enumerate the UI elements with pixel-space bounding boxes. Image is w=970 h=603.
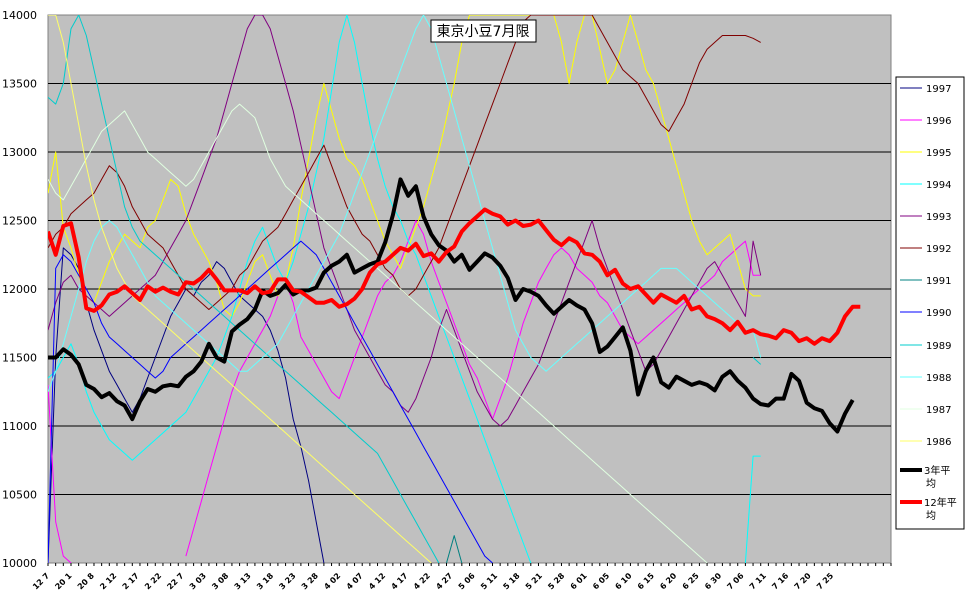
x-tick-label: 6 05 <box>591 571 611 591</box>
x-tick-label: 4 07 <box>345 571 365 591</box>
y-tick-label: 10500 <box>2 489 37 502</box>
x-tick-label: 5 06 <box>457 571 477 591</box>
legend-label: 1997 <box>926 84 951 95</box>
series-line-1988 <box>48 15 762 392</box>
legend-label: 1987 <box>926 405 951 416</box>
y-tick-label: 11500 <box>2 352 37 365</box>
y-tick-label: 13500 <box>2 78 37 91</box>
legend-label: 1988 <box>926 373 951 384</box>
x-tick-label: 4 17 <box>389 571 409 591</box>
legend-label: 12年平均 <box>924 496 957 522</box>
series-line-1994 <box>48 15 761 563</box>
x-tick-label: 2 22 <box>143 571 163 591</box>
x-tick-label: 6 01 <box>569 571 589 591</box>
x-tick-label: 6 25 <box>681 571 701 591</box>
x-tick-label: 5 21 <box>524 571 544 591</box>
x-tick-label: 7 20 <box>793 571 813 591</box>
legend-label: 1993 <box>926 212 951 223</box>
legend-label: 1990 <box>926 308 951 319</box>
legend-label: 1995 <box>926 148 951 159</box>
title-box <box>430 19 537 43</box>
x-tick-label: 7 06 <box>725 571 745 591</box>
chart-title-box: 東京小豆7月限 <box>430 19 537 43</box>
legend-label: 1986 <box>926 437 951 448</box>
series-line-12年平均 <box>48 207 861 346</box>
x-tick-label: 3 18 <box>255 571 275 591</box>
x-tick-label: 6 15 <box>636 571 656 591</box>
legend-label: 1989 <box>926 341 951 352</box>
legend-label: 1991 <box>926 276 951 287</box>
chart-title: 東京小豆7月限 <box>437 24 530 40</box>
x-tick-label: 3 28 <box>300 571 320 591</box>
x-tick-label: 22 7 <box>165 571 185 591</box>
x-tick-label: 3 03 <box>188 571 208 591</box>
legend-label: 1996 <box>926 116 951 127</box>
x-tick-label: 6 10 <box>613 571 633 591</box>
x-tick-label: 5 28 <box>546 571 566 591</box>
y-tick-label: 12000 <box>2 283 37 296</box>
x-tick-label: 4 02 <box>322 571 342 591</box>
legend-label: 3年平均 <box>924 464 950 490</box>
x-tick-label: 5 18 <box>501 571 521 591</box>
series-line-1986 <box>48 15 432 563</box>
legend-box <box>895 76 965 530</box>
series-line-1987 <box>48 103 708 563</box>
series-lines <box>48 15 861 563</box>
x-tick-label: 3 23 <box>277 571 297 591</box>
x-tick-label: 7 11 <box>748 571 768 591</box>
series-line-1991 <box>446 535 463 563</box>
x-tick-label: 3 08 <box>210 571 230 591</box>
y-axis: 10000 10500 11000 11500 12000 12500 13000 13500… <box>2 9 37 570</box>
y-tick-label: 12500 <box>2 215 37 228</box>
x-tick-label: 2 17 <box>121 571 141 591</box>
legend: 1997 1996 1995 1994 1993 1992 1991 1990 1989 1988… <box>895 76 965 530</box>
x-tick-label: 4 12 <box>367 571 387 591</box>
x-tick-label: 3 13 <box>233 571 253 591</box>
x-tick-label: 12 7 <box>31 571 51 591</box>
y-tick-label: 14000 <box>2 9 37 22</box>
x-tick-label: 20 8 <box>76 571 96 591</box>
y-tick-label: 10000 <box>2 557 37 570</box>
x-tick-label: 6 30 <box>703 571 723 591</box>
x-tick-label: 4 27 <box>434 571 454 591</box>
series-line-1989 <box>48 15 762 563</box>
x-tick-label: 20 1 <box>53 571 73 591</box>
x-tick-label: 4 22 <box>412 571 432 591</box>
y-tick-label: 11000 <box>2 420 37 433</box>
series-line-3年平均 <box>48 177 855 434</box>
x-tick-label: 2 12 <box>98 571 118 591</box>
series-line-1990 <box>48 240 493 563</box>
legend-label: 1994 <box>926 180 951 191</box>
series-line-1995 <box>48 15 761 317</box>
x-tick-label: 6 20 <box>658 571 678 591</box>
x-tick-label: 5 11 <box>479 571 499 591</box>
legend-label: 1992 <box>926 244 951 255</box>
y-tick-label: 13000 <box>2 146 37 159</box>
x-tick-label: 7 16 <box>770 571 790 591</box>
x-tick-label: 7 25 <box>815 571 835 591</box>
